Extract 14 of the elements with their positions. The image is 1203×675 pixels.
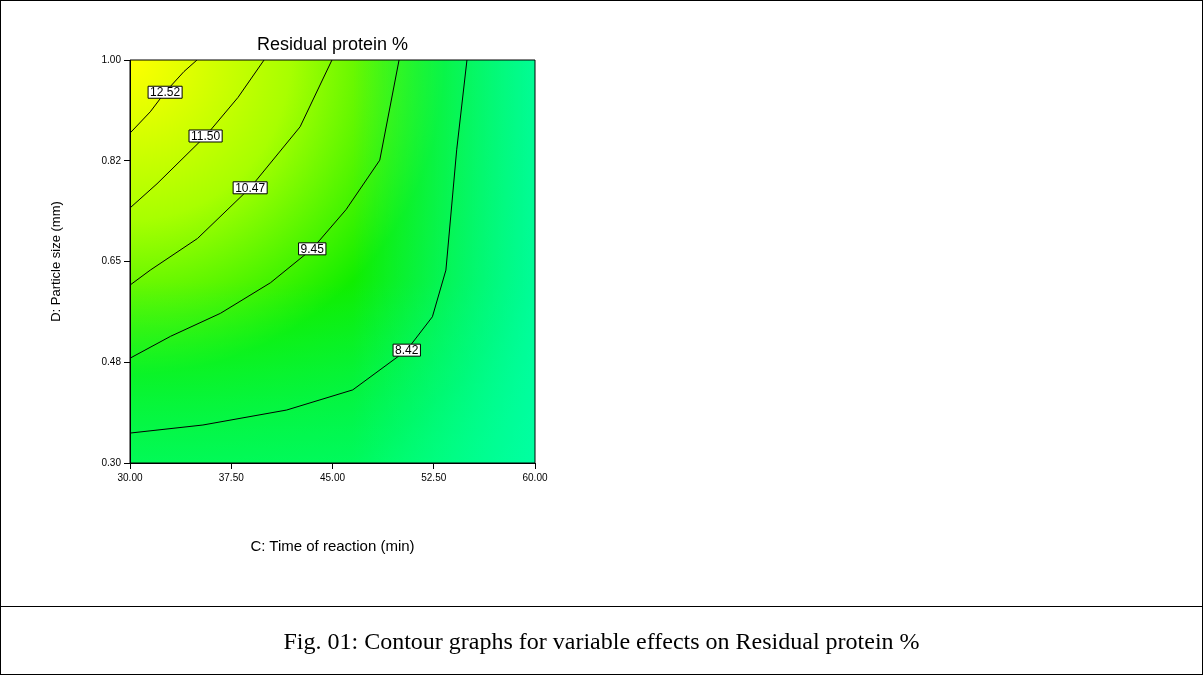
y-tick-label: 1.00 <box>101 53 122 65</box>
x-tick-label: 45.00 <box>319 471 346 483</box>
x-tick-label: 30.00 <box>117 471 143 483</box>
x-axis-title: C: Time of reaction (min) <box>250 537 415 555</box>
y-tick-label: 0.65 <box>101 255 122 267</box>
y-tick-label: 0.82 <box>101 154 122 166</box>
y-tick-label: 0.48 <box>101 356 122 367</box>
x-tick-label: 37.50 <box>218 471 245 483</box>
chart-title: Residual protein % <box>256 33 409 54</box>
x-tick-label: 60.00 <box>522 471 548 483</box>
y-tick-label: 0.30 <box>101 456 122 468</box>
caption: Fig. 01: Contour graphs for variable effects on Residual protein % <box>283 627 920 655</box>
y-axis-title: D: Particle size (mm) <box>48 201 64 322</box>
x-tick-label: 52.50 <box>421 471 447 483</box>
